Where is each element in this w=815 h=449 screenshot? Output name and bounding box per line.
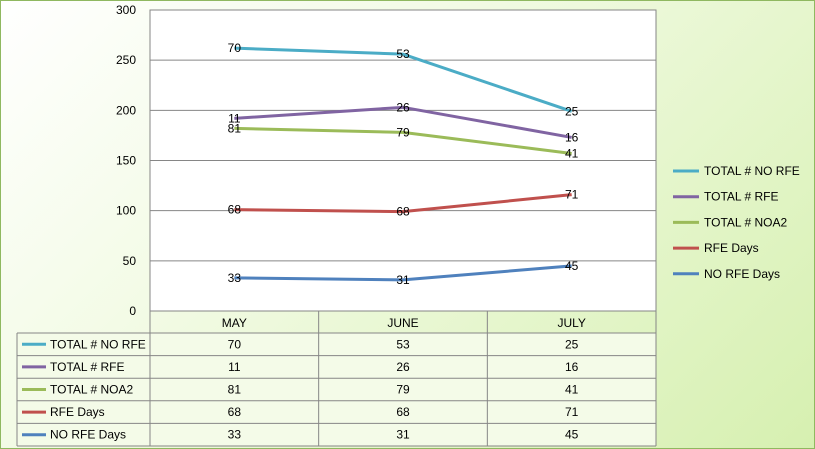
table-cell-2-2: 41 <box>565 383 579 397</box>
x-category-label-may: MAY <box>222 316 247 330</box>
table-cell-0-2: 25 <box>565 337 579 351</box>
table-cell-1-1: 26 <box>396 360 410 374</box>
data-label-0-1: 53 <box>396 47 410 61</box>
legend-label-0: TOTAL # NO RFE <box>704 164 800 178</box>
data-label-4-1: 31 <box>396 273 410 287</box>
data-label-1-2: 16 <box>565 130 579 144</box>
data-label-4-2: 45 <box>565 259 579 273</box>
table-cell-0-1: 53 <box>396 337 410 351</box>
legend-label-4: NO RFE Days <box>704 267 780 281</box>
x-category-label-june: JUNE <box>387 316 418 330</box>
data-label-0-0: 70 <box>228 41 242 55</box>
y-tick-label-250: 250 <box>116 53 136 67</box>
y-tick-label-150: 150 <box>116 154 136 168</box>
series-line-1 <box>234 105 572 139</box>
data-label-2-1: 79 <box>396 125 410 139</box>
data-label-2-0: 81 <box>228 121 242 135</box>
data-table-bg <box>17 333 656 446</box>
data-label-2-2: 41 <box>565 146 579 160</box>
y-tick-label-50: 50 <box>123 254 137 268</box>
data-label-3-1: 68 <box>396 205 410 219</box>
table-cell-3-2: 71 <box>565 405 579 419</box>
data-label-0-2: 25 <box>565 104 579 118</box>
table-cell-4-1: 31 <box>396 428 410 442</box>
data-label-1-1: 26 <box>396 100 410 114</box>
data-label-3-0: 68 <box>228 203 242 217</box>
table-series-name-2: TOTAL # NOA2 <box>50 383 133 397</box>
table-series-name-4: NO RFE Days <box>50 428 126 442</box>
table-cell-4-2: 45 <box>565 428 579 442</box>
table-cell-3-1: 68 <box>396 405 410 419</box>
series-line-2 <box>234 126 572 155</box>
table-cell-2-0: 81 <box>228 383 242 397</box>
legend-label-3: RFE Days <box>704 241 759 255</box>
y-tick-label-300: 300 <box>116 3 136 17</box>
table-cell-2-1: 79 <box>396 383 410 397</box>
y-tick-label-100: 100 <box>116 204 136 218</box>
legend-label-2: TOTAL # NOA2 <box>704 215 787 229</box>
table-series-name-0: TOTAL # NO RFE <box>50 337 146 351</box>
data-label-3-2: 71 <box>565 188 579 202</box>
y-tick-label-200: 200 <box>116 103 136 117</box>
series-line-3 <box>234 193 572 214</box>
legend-label-1: TOTAL # RFE <box>704 190 778 204</box>
table-series-name-1: TOTAL # RFE <box>50 360 124 374</box>
table-cell-1-0: 11 <box>228 360 241 374</box>
series-line-0 <box>234 46 573 113</box>
data-label-1-0: 11 <box>228 111 241 125</box>
table-cell-0-0: 70 <box>228 337 242 351</box>
y-tick-label-0: 0 <box>129 304 136 318</box>
x-category-label-july: JULY <box>557 316 585 330</box>
table-cell-3-0: 68 <box>228 405 242 419</box>
table-cell-4-0: 33 <box>228 428 242 442</box>
series-line-4 <box>234 264 572 282</box>
data-label-4-0: 33 <box>228 271 242 285</box>
table-series-name-3: RFE Days <box>50 405 105 419</box>
table-cell-1-2: 16 <box>565 360 579 374</box>
